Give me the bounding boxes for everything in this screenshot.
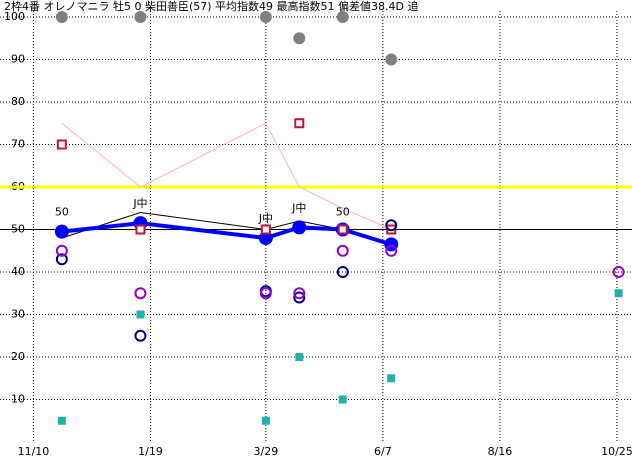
point — [385, 219, 398, 232]
point — [337, 224, 348, 235]
point — [136, 310, 145, 319]
point — [57, 416, 66, 425]
point — [293, 32, 306, 45]
point — [259, 287, 272, 300]
y-tick-label: 90 — [11, 53, 25, 66]
point — [135, 224, 146, 235]
point — [336, 244, 349, 257]
y-tick-label: 100 — [4, 10, 25, 23]
annotation: J中 — [132, 197, 147, 210]
point — [336, 266, 349, 278]
x-tick-label: 3/29 — [253, 445, 278, 458]
point — [292, 220, 307, 235]
x-tick-label: 8/16 — [488, 445, 513, 458]
point — [385, 244, 398, 257]
x-tick-label: 11/10 — [18, 445, 50, 458]
point — [134, 329, 147, 342]
annotation: J中 — [291, 201, 306, 214]
point — [260, 224, 271, 235]
point — [294, 118, 305, 129]
point — [259, 11, 272, 23]
y-tick-label: 20 — [11, 350, 25, 363]
series-line — [61, 211, 392, 239]
point — [387, 374, 396, 383]
point — [336, 11, 349, 23]
x-tick-label: 6/7 — [374, 445, 392, 458]
point — [261, 416, 270, 425]
x-tick-label: 10/25 — [601, 445, 632, 458]
point — [134, 287, 147, 300]
point — [338, 395, 347, 404]
point — [293, 291, 306, 304]
annotation: 50 — [336, 206, 350, 219]
point — [385, 53, 398, 66]
point — [134, 11, 147, 23]
point — [56, 139, 67, 150]
chart-title: 2枠4番 オレノマニラ 牡5 0 柴田善臣(57) 平均指数49 最高指数51 … — [4, 0, 419, 13]
point — [295, 353, 304, 361]
point — [612, 266, 625, 278]
y-tick-label: 40 — [11, 265, 25, 278]
x-tick-label: 1/19 — [138, 445, 163, 458]
y-tick-label: 70 — [11, 138, 25, 151]
series-line — [61, 122, 392, 230]
point — [54, 224, 69, 239]
point — [55, 253, 68, 266]
series-line — [61, 221, 392, 247]
point — [293, 287, 306, 300]
y-tick-label: 80 — [11, 95, 25, 108]
point — [55, 11, 68, 23]
point — [55, 244, 68, 257]
annotation: J中 — [258, 212, 273, 225]
y-tick-label: 10 — [11, 393, 25, 406]
point — [614, 289, 623, 298]
y-tick-label: 30 — [11, 308, 25, 321]
annotation: 50 — [55, 206, 69, 219]
